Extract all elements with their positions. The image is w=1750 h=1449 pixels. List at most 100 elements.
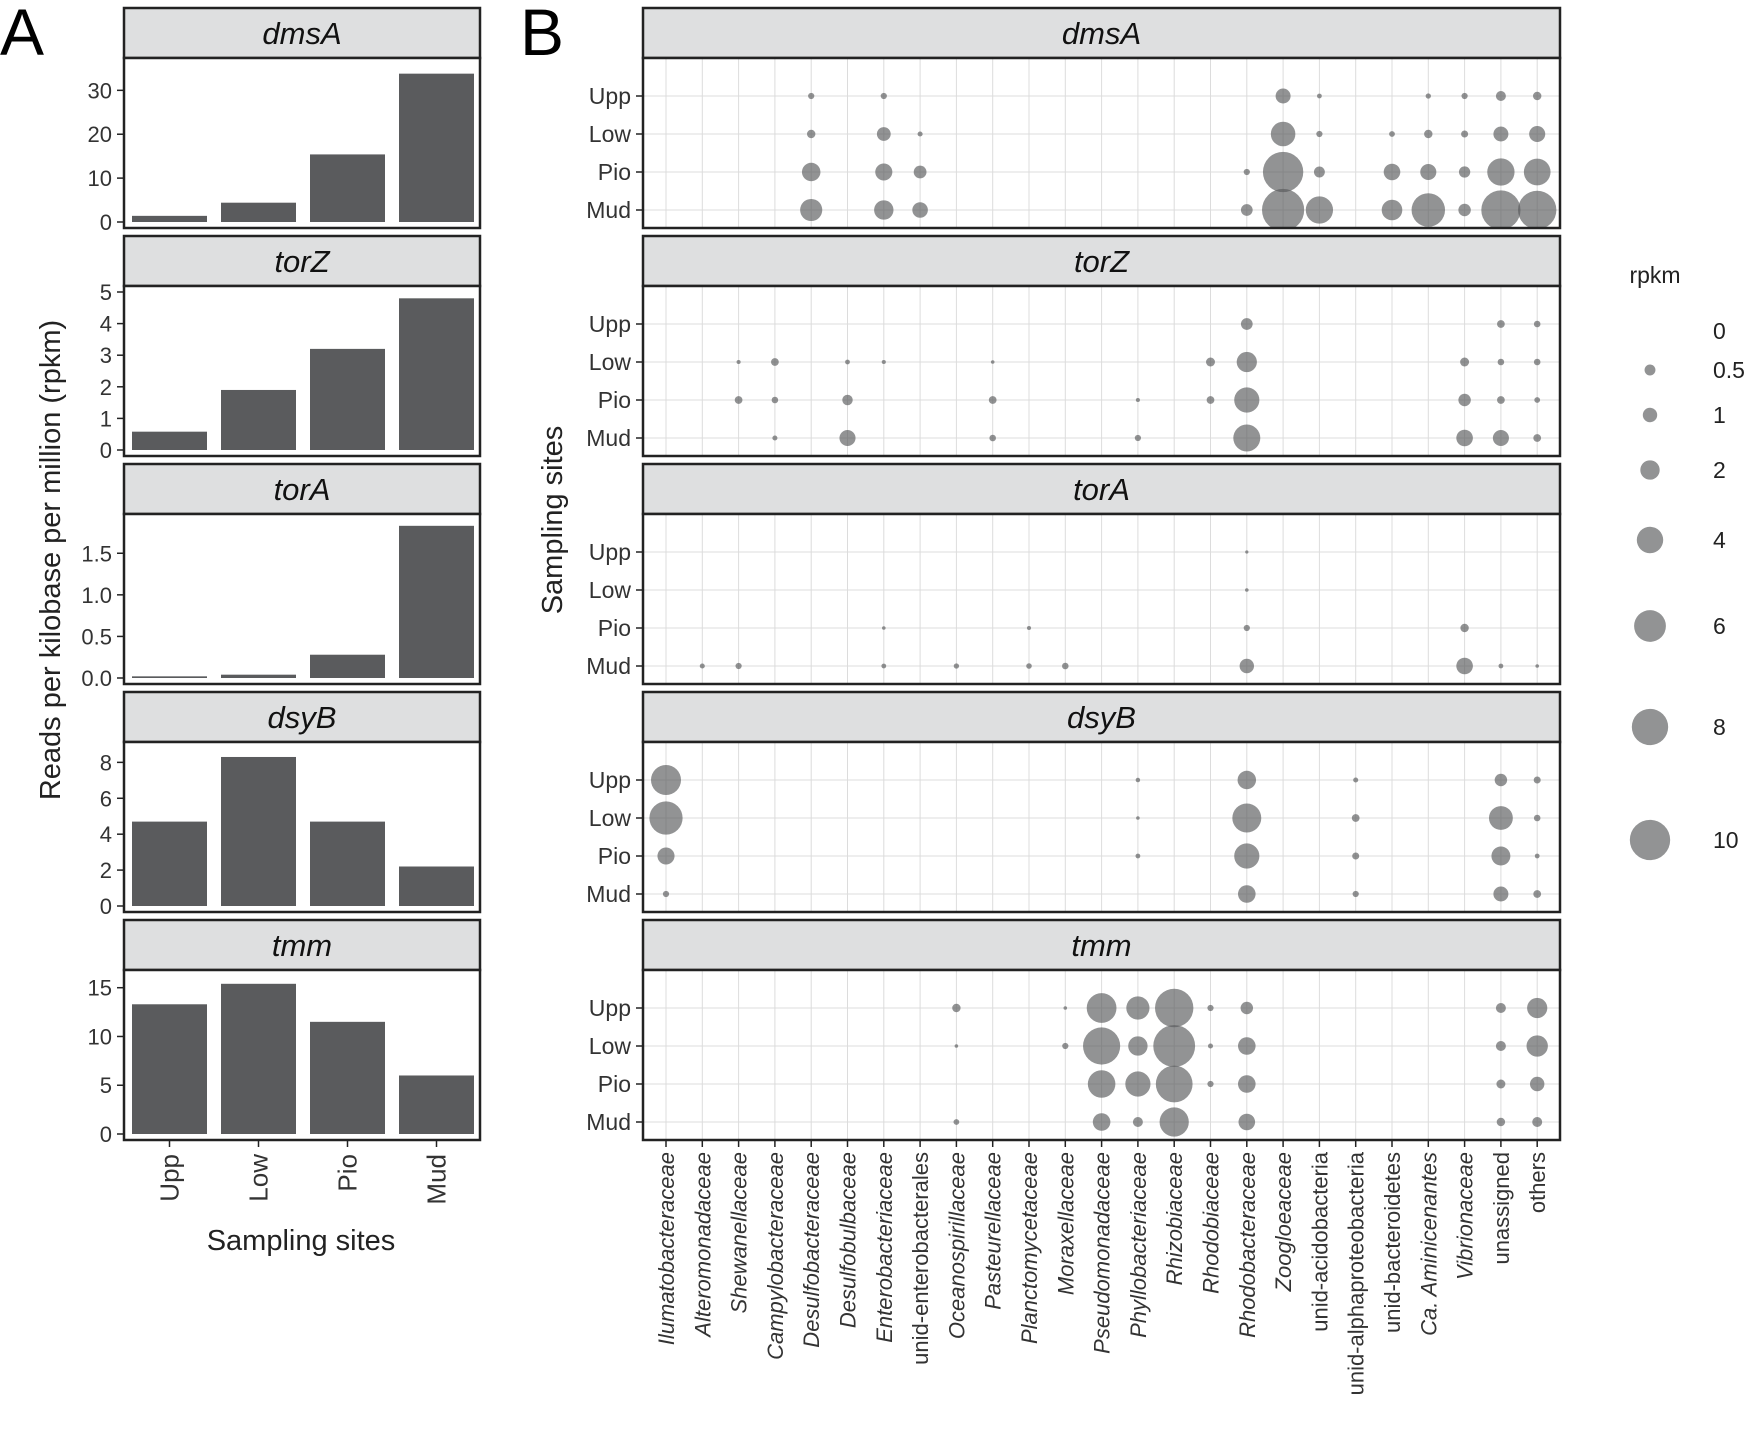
bubble-facet-tmm: tmm Upp Low Pio Mud Ilumatobacteraceae Alterom… bbox=[586, 918, 1562, 1395]
y-tick-label: Upp bbox=[589, 767, 631, 793]
y-tick-label: 0.5 bbox=[81, 624, 112, 649]
bubble-torA-Planctomycetaceae-Pio bbox=[1026, 625, 1032, 631]
x-tick-label: Desulfobulbaceae bbox=[836, 1152, 861, 1328]
bubble-torZ-Rhodobiaceae-Pio bbox=[1206, 396, 1215, 404]
bubble-dmsA-Ca. Aminicenantes-Pio bbox=[1420, 163, 1437, 181]
legend-bubble-10 bbox=[1629, 819, 1671, 861]
bubble-dsyB-unassigned-Low bbox=[1488, 806, 1513, 830]
plot-panel-border bbox=[641, 56, 1562, 230]
x-tick-label: Oceanospirillaceae bbox=[944, 1152, 969, 1339]
bubble-torZ-Enterobacteriaceae-Low bbox=[881, 359, 886, 365]
bubble-torZ-Phyllobacteriaceae-Mud bbox=[1134, 434, 1141, 442]
bubble-dmsA-Rhodobacteraceae-Mud bbox=[1240, 204, 1253, 216]
bubble-dmsA-unid-acidobacteria-Low bbox=[1316, 130, 1323, 138]
bubble-tmm-Pseudomonadaceae-Mud bbox=[1092, 1113, 1111, 1131]
plot-panel-border bbox=[641, 284, 1562, 458]
bubble-tmm-Oceanospirillaceae-Mud bbox=[953, 1119, 960, 1125]
facet-strip-label: dsyB bbox=[1067, 700, 1136, 735]
bubble-dsyB-unid-alphaproteobacteria-Pio bbox=[1352, 852, 1360, 860]
y-tick-label: 5 bbox=[100, 1073, 112, 1098]
bar-Low bbox=[221, 983, 296, 1134]
bubble-dmsA-Desulfobacteraceae-Low bbox=[807, 129, 816, 139]
facet-strip-label: tmm bbox=[1071, 928, 1131, 963]
legend-bubble-2 bbox=[1640, 460, 1660, 480]
bubble-torZ-Rhodobacteraceae-Pio bbox=[1234, 387, 1260, 413]
x-tick-label: Rhizobiaceae bbox=[1162, 1152, 1187, 1285]
facet-strip bbox=[641, 918, 1562, 972]
bubble-tmm-Rhizobiaceae-Upp bbox=[1155, 988, 1194, 1028]
bubble-torZ-Shewanellaceae-Pio bbox=[734, 396, 743, 404]
bar-Low bbox=[221, 202, 296, 222]
bubble-dsyB-Rhodobacteraceae-Low bbox=[1232, 803, 1262, 833]
x-tick-label: Alteromonadaceae bbox=[690, 1152, 715, 1339]
bubble-dmsA-Vibrionaceae-Pio bbox=[1458, 166, 1471, 178]
bubble-tmm-others-Low bbox=[1526, 1035, 1548, 1057]
bar-Upp bbox=[132, 821, 207, 906]
y-tick-label: 1 bbox=[100, 406, 112, 431]
bubble-tmm-unassigned-Low bbox=[1495, 1041, 1506, 1051]
x-tick-label: Vibrionaceae bbox=[1453, 1152, 1478, 1280]
bubble-dmsA-unid-enterobacterales-Low bbox=[917, 131, 923, 137]
y-tick-label: 10 bbox=[88, 166, 112, 191]
bubble-tmm-Phyllobacteriaceae-Mud bbox=[1132, 1117, 1143, 1127]
y-tick-label: Mud bbox=[586, 1109, 631, 1135]
bubble-torA-Moraxellaceae-Mud bbox=[1062, 662, 1069, 670]
facet-strip bbox=[122, 462, 482, 516]
bubble-torZ-others-Low bbox=[1533, 358, 1541, 366]
bar-facet-torZ: torZ 0 1 2 3 4 5 bbox=[100, 234, 482, 463]
bubble-dmsA-Vibrionaceae-Mud bbox=[1458, 203, 1471, 217]
facet-strip-label: torZ bbox=[1074, 244, 1130, 279]
facet-strip bbox=[641, 462, 1562, 516]
legend-bubble-0.5 bbox=[1644, 364, 1656, 376]
bar-Pio bbox=[310, 154, 385, 222]
legend-label: 2 bbox=[1713, 457, 1726, 483]
bubble-torA-others-Mud bbox=[1535, 664, 1539, 668]
bubble-torA-Alteromonadaceae-Mud bbox=[699, 663, 705, 669]
y-tick-label: 30 bbox=[88, 78, 112, 103]
panel-b-ylabel: Sampling sites bbox=[537, 426, 569, 615]
y-tick-label: Low bbox=[589, 121, 632, 147]
legend-label: 0 bbox=[1713, 318, 1726, 344]
bubble-torZ-Campylobacteraceae-Mud bbox=[772, 435, 778, 441]
plot-panel-border bbox=[641, 740, 1562, 914]
facet-strip-label: torA bbox=[274, 472, 331, 507]
bubble-tmm-Rhodobacteraceae-Upp bbox=[1240, 1001, 1254, 1015]
bubble-torZ-Pasteurellaceae-Mud bbox=[989, 434, 996, 442]
bar-Upp bbox=[132, 1004, 207, 1134]
bubble-torA-Rhodobacteraceae-Pio bbox=[1243, 624, 1250, 632]
x-tick-label: Ilumatobacteraceae bbox=[654, 1152, 679, 1345]
bubble-torZ-unassigned-Pio bbox=[1497, 396, 1505, 404]
bubble-dsyB-Ilumatobacteraceae-Pio bbox=[657, 847, 675, 865]
bubble-torZ-Desulfobulbaceae-Pio bbox=[842, 394, 853, 406]
bubble-dmsA-Enterobacteriaceae-Upp bbox=[880, 92, 887, 100]
bubble-tmm-Phyllobacteriaceae-Pio bbox=[1125, 1071, 1151, 1097]
facet-strip-label: torZ bbox=[274, 244, 330, 279]
bubble-tmm-Rhodobiaceae-Pio bbox=[1207, 1080, 1214, 1088]
x-tick-label: Shewanellaceae bbox=[727, 1152, 752, 1313]
y-tick-label: 3 bbox=[100, 343, 112, 368]
facet-strip-label: torA bbox=[1073, 472, 1130, 507]
bubble-dmsA-Enterobacteriaceae-Low bbox=[876, 127, 891, 141]
y-tick-label: 4 bbox=[100, 312, 112, 337]
bubble-torZ-Desulfobulbaceae-Low bbox=[845, 359, 850, 365]
panel-letter-a: A bbox=[0, 0, 44, 69]
legend-label: 8 bbox=[1713, 714, 1726, 740]
facet-strip-label: dsyB bbox=[268, 700, 337, 735]
legend-bubble-1 bbox=[1642, 407, 1658, 423]
y-tick-label: 5 bbox=[100, 280, 112, 305]
x-tick-label: Pseudomonadaceae bbox=[1090, 1152, 1115, 1354]
bubble-tmm-Rhizobiaceae-Pio bbox=[1155, 1065, 1193, 1103]
x-tick-label: Pasteurellaceae bbox=[981, 1152, 1006, 1310]
x-tick-label: unid-enterobacterales bbox=[908, 1152, 933, 1365]
x-tick-label: Zoogloeaceae bbox=[1271, 1152, 1296, 1292]
y-tick-label: 10 bbox=[88, 1024, 112, 1049]
y-tick-label: Pio bbox=[598, 615, 631, 641]
x-tick-label: unid-acidobacteria bbox=[1307, 1151, 1332, 1332]
plot-content bbox=[643, 286, 1560, 456]
y-tick-label: Mud bbox=[586, 425, 631, 451]
bubble-tmm-Oceanospirillaceae-Upp bbox=[952, 1003, 961, 1013]
bubble-torZ-Vibrionaceae-Pio bbox=[1458, 393, 1471, 407]
y-tick-label: 2 bbox=[100, 375, 112, 400]
bar-Upp bbox=[132, 431, 207, 450]
x-tick-label: Upp bbox=[155, 1154, 185, 1202]
